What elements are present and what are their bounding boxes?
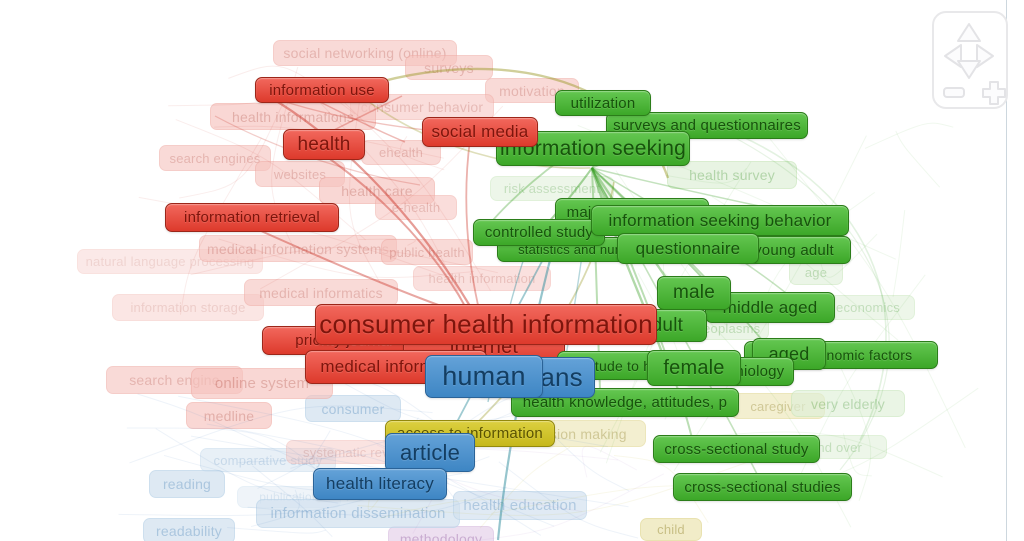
map-label-readability[interactable]: readability xyxy=(143,518,235,541)
map-label-surveys[interactable]: surveys xyxy=(405,55,493,80)
map-label-information-use[interactable]: information use xyxy=(255,77,389,103)
map-label-health-survey[interactable]: health survey xyxy=(667,161,797,189)
pan-right-button[interactable] xyxy=(976,44,994,68)
pan-left-button[interactable] xyxy=(944,44,962,68)
map-label-information-dissemination[interactable]: information dissemination xyxy=(256,499,460,528)
map-label-information-seeking-behavior[interactable]: information seeking behavior xyxy=(591,205,849,236)
map-label-controlled-study[interactable]: controlled study xyxy=(473,219,605,246)
navigation-widget xyxy=(932,11,1008,114)
map-label-article[interactable]: article xyxy=(385,433,475,472)
pan-up-button[interactable] xyxy=(957,23,981,42)
pan-down-button[interactable] xyxy=(957,60,981,79)
map-label-risk-assessment[interactable]: risk assessment xyxy=(490,176,614,201)
map-label-social-media[interactable]: social media xyxy=(422,117,538,147)
map-label-search-engines[interactable]: search engines xyxy=(159,145,271,171)
map-label-health-literacy[interactable]: health literacy xyxy=(313,468,447,500)
map-label-male[interactable]: male xyxy=(657,276,731,310)
map-label-economics[interactable]: economics xyxy=(821,295,915,320)
map-label-human[interactable]: human xyxy=(425,355,543,398)
map-label-consumer[interactable]: consumer xyxy=(305,395,401,422)
map-label-consumer-health-information[interactable]: consumer health information xyxy=(315,304,657,345)
right-panel-divider xyxy=(1006,0,1024,541)
map-label-health[interactable]: health xyxy=(283,129,365,160)
map-label-very-elderly[interactable]: very elderly xyxy=(791,390,905,417)
map-label-information-storage[interactable]: information storage xyxy=(112,294,264,321)
zoom-in-button[interactable] xyxy=(982,81,1006,105)
map-label-medline[interactable]: medline xyxy=(186,402,272,429)
map-label-child[interactable]: child xyxy=(640,518,702,541)
map-label-utilization[interactable]: utilization xyxy=(555,90,651,116)
zoom-out-button[interactable] xyxy=(943,87,965,98)
map-label-questionnaire[interactable]: questionnaire xyxy=(617,233,759,264)
map-label-reading[interactable]: reading xyxy=(149,470,225,498)
map-label-information-retrieval[interactable]: information retrieval xyxy=(165,203,339,232)
map-label-cross-sectional-studies[interactable]: cross-sectional studies xyxy=(673,473,852,501)
map-label-cross-sectional-study[interactable]: cross-sectional study xyxy=(653,435,820,463)
map-label-surveys-and-questionnaires[interactable]: surveys and questionnaires xyxy=(606,112,808,139)
map-label-female[interactable]: female xyxy=(647,350,741,386)
map-label-comparative-study[interactable]: comparative study xyxy=(200,448,336,472)
